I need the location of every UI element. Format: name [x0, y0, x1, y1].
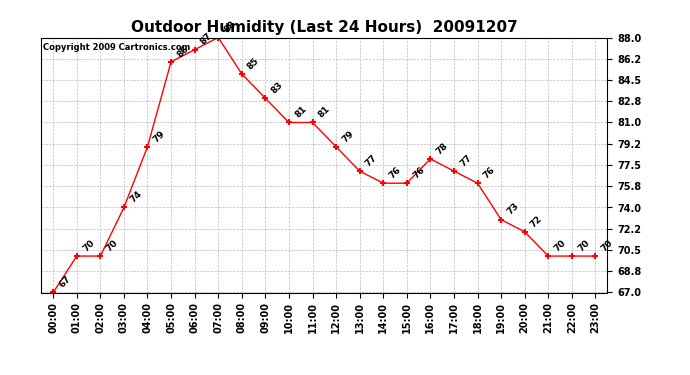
- Text: 81: 81: [293, 105, 308, 120]
- Text: 76: 76: [482, 165, 497, 180]
- Text: 79: 79: [152, 129, 167, 144]
- Text: 83: 83: [270, 80, 285, 95]
- Text: 73: 73: [505, 202, 520, 217]
- Text: 77: 77: [458, 153, 473, 168]
- Text: 85: 85: [246, 56, 261, 71]
- Text: 88: 88: [222, 20, 237, 35]
- Text: 74: 74: [128, 189, 144, 205]
- Text: 78: 78: [435, 141, 450, 156]
- Text: 70: 70: [104, 238, 119, 253]
- Text: 81: 81: [317, 105, 332, 120]
- Title: Outdoor Humidity (Last 24 Hours)  20091207: Outdoor Humidity (Last 24 Hours) 2009120…: [131, 20, 518, 35]
- Text: 70: 70: [553, 238, 568, 253]
- Text: 70: 70: [576, 238, 591, 253]
- Text: 67: 67: [57, 274, 72, 290]
- Text: 70: 70: [81, 238, 96, 253]
- Text: 79: 79: [340, 129, 355, 144]
- Text: 76: 76: [411, 165, 426, 180]
- Text: 72: 72: [529, 214, 544, 229]
- Text: Copyright 2009 Cartronics.com: Copyright 2009 Cartronics.com: [43, 43, 190, 52]
- Text: 86: 86: [175, 44, 190, 59]
- Text: 77: 77: [364, 153, 380, 168]
- Text: 76: 76: [387, 165, 403, 180]
- Text: 87: 87: [199, 32, 214, 47]
- Text: 70: 70: [600, 238, 615, 253]
